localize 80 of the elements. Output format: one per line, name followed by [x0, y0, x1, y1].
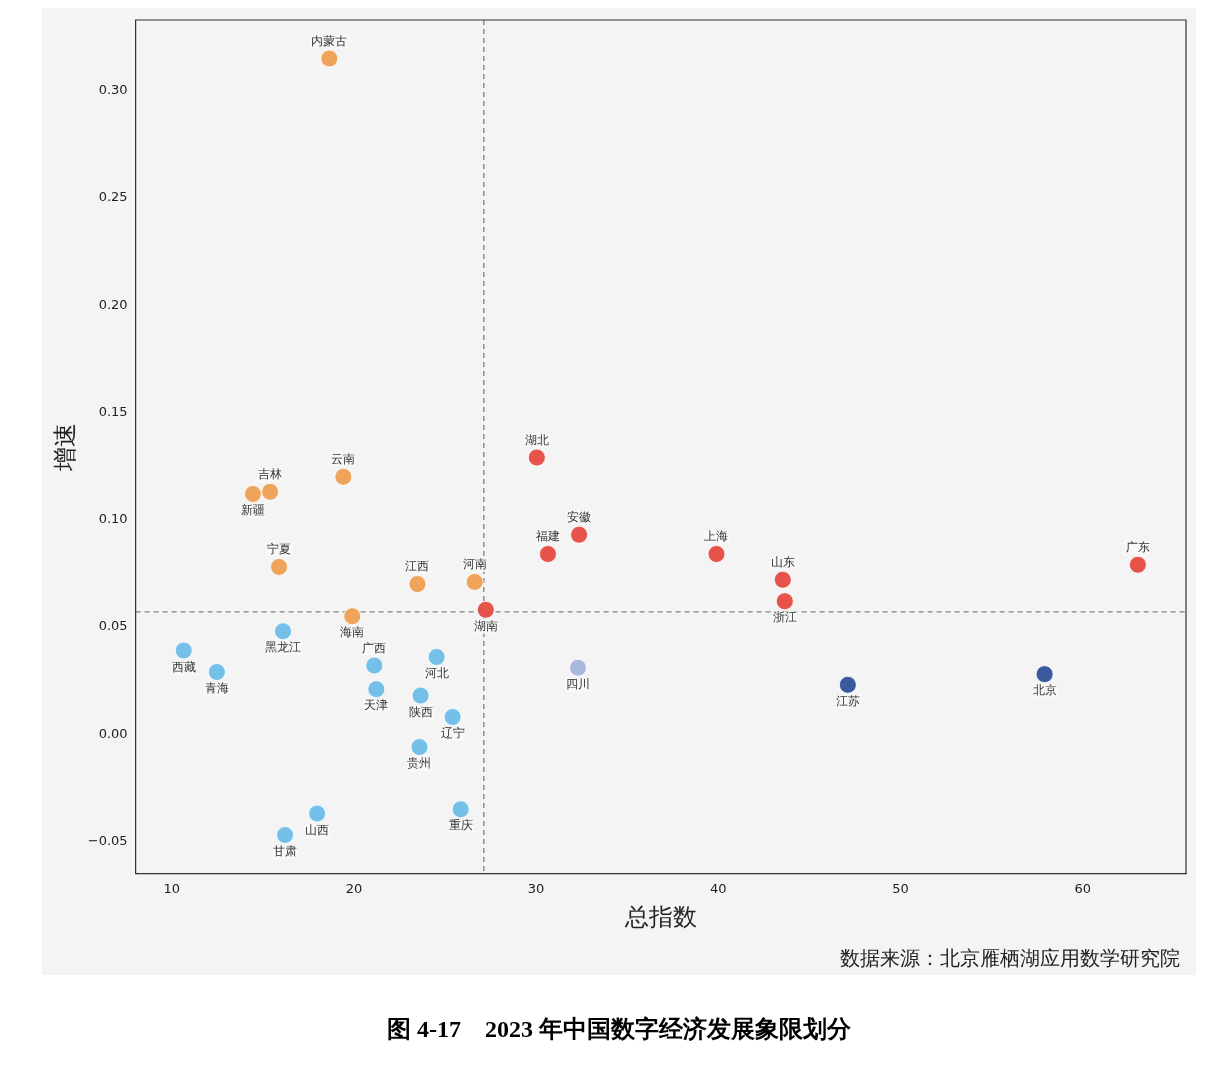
point: [367, 680, 386, 699]
annotation: 安徽: [567, 509, 592, 524]
annotation: 陕西: [408, 704, 433, 719]
annotation: 新疆: [240, 503, 265, 518]
annotation: 重庆: [448, 818, 473, 833]
point: [570, 525, 588, 544]
y-tick-label: 0.00: [98, 725, 128, 741]
point: [775, 592, 794, 611]
point: [838, 675, 857, 694]
annotation: 青海: [204, 681, 229, 696]
y-tick-label: 0.30: [98, 82, 128, 98]
point: [410, 738, 429, 756]
point: [569, 658, 587, 677]
point: [274, 622, 292, 641]
source-note: 数据来源：北京雁栖湖应用数学研究院: [840, 946, 1180, 970]
point: [276, 826, 294, 844]
y-axis-title: 增速: [50, 422, 79, 472]
x-tick-label: 60: [1074, 880, 1091, 896]
point: [270, 558, 288, 576]
x-tick-label: 20: [345, 880, 363, 896]
point: [1129, 555, 1147, 574]
point: [320, 49, 339, 68]
annotation: 湖北: [524, 432, 549, 447]
point: [334, 467, 353, 486]
annotation: 四川: [566, 676, 591, 691]
annotation: 贵州: [407, 756, 432, 771]
annotation: 江苏: [835, 693, 860, 708]
point: [443, 708, 462, 726]
annotation: 浙江: [772, 610, 797, 625]
point: [408, 575, 427, 593]
y-tick-label: 0.05: [98, 618, 128, 634]
point: [476, 600, 495, 619]
annotation: 山西: [305, 822, 330, 837]
annotation: 宁夏: [267, 542, 292, 557]
point: [1035, 665, 1054, 684]
annotation: 甘肃: [273, 844, 298, 859]
annotation: 天津: [364, 698, 389, 713]
y-tick-label: −0.05: [87, 832, 128, 848]
point: [174, 641, 193, 660]
point: [539, 545, 557, 563]
annotation: 辽宁: [440, 726, 465, 741]
x-axis-title: 总指数: [623, 902, 697, 931]
point: [308, 804, 327, 823]
annotation: 山东: [770, 554, 795, 569]
x-tick-label: 50: [892, 880, 909, 896]
point: [527, 448, 546, 467]
annotation: 西藏: [171, 659, 196, 674]
y-tick-label: 0.10: [98, 511, 128, 527]
annotation: 海南: [340, 625, 365, 640]
annotation: 内蒙古: [311, 33, 348, 48]
point: [427, 648, 446, 666]
annotation: 河北: [424, 666, 449, 681]
point: [244, 485, 262, 503]
annotation: 江西: [405, 559, 430, 574]
point: [343, 607, 362, 626]
annotation: 云南: [331, 451, 356, 466]
point: [365, 656, 384, 675]
annotation: 福建: [535, 529, 560, 544]
y-tick-label: 0.25: [98, 189, 128, 205]
x-tick-label: 10: [163, 880, 180, 896]
annotation: 吉林: [258, 466, 283, 481]
annotation: 湖南: [473, 618, 498, 633]
annotation: 上海: [704, 529, 729, 544]
annotation: 黑龙江: [265, 640, 302, 655]
point: [208, 663, 226, 681]
point: [707, 545, 726, 563]
point: [465, 573, 484, 591]
point: [451, 800, 470, 819]
annotation: 河南: [462, 557, 487, 572]
annotation: 北京: [1032, 683, 1057, 698]
point: [411, 686, 430, 705]
point: [773, 570, 792, 589]
x-tick-label: 40: [710, 880, 727, 896]
x-tick-label: 30: [527, 880, 545, 896]
point: [261, 482, 279, 501]
annotation: 广东: [1125, 539, 1150, 554]
text: 图 4-17 2023 年中国数字经济发展象限划分: [386, 1015, 852, 1044]
y-tick-label: 0.15: [98, 403, 128, 419]
y-tick-label: 0.20: [98, 296, 128, 312]
annotation: 广西: [362, 640, 387, 655]
